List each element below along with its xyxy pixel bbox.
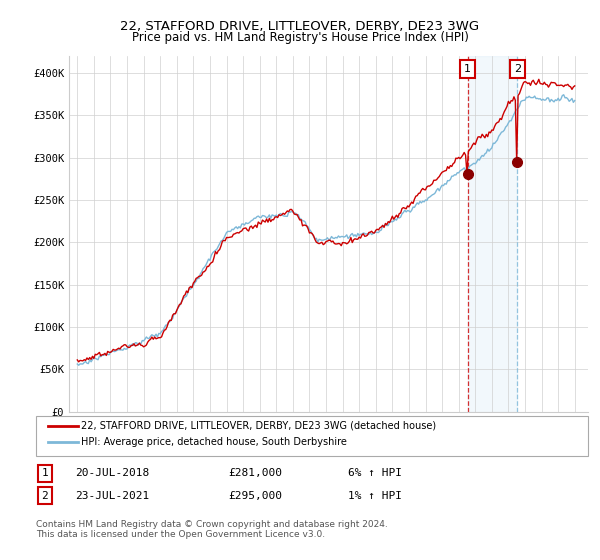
Text: 22, STAFFORD DRIVE, LITTLEOVER, DERBY, DE23 3WG (detached house): 22, STAFFORD DRIVE, LITTLEOVER, DERBY, D… bbox=[81, 421, 436, 431]
Text: 23-JUL-2021: 23-JUL-2021 bbox=[75, 491, 149, 501]
Text: 20-JUL-2018: 20-JUL-2018 bbox=[75, 468, 149, 478]
Text: Contains HM Land Registry data © Crown copyright and database right 2024.
This d: Contains HM Land Registry data © Crown c… bbox=[36, 520, 388, 539]
Text: 1: 1 bbox=[464, 64, 471, 74]
Text: 6% ↑ HPI: 6% ↑ HPI bbox=[348, 468, 402, 478]
Text: £295,000: £295,000 bbox=[228, 491, 282, 501]
Text: £281,000: £281,000 bbox=[228, 468, 282, 478]
Bar bbox=[467, 56, 517, 412]
Text: 22, STAFFORD DRIVE, LITTLEOVER, DERBY, DE23 3WG: 22, STAFFORD DRIVE, LITTLEOVER, DERBY, D… bbox=[121, 20, 479, 32]
Text: 1% ↑ HPI: 1% ↑ HPI bbox=[348, 491, 402, 501]
Text: 2: 2 bbox=[514, 64, 521, 74]
Text: Price paid vs. HM Land Registry's House Price Index (HPI): Price paid vs. HM Land Registry's House … bbox=[131, 31, 469, 44]
Text: 2: 2 bbox=[41, 491, 49, 501]
Text: 1: 1 bbox=[41, 468, 49, 478]
Text: HPI: Average price, detached house, South Derbyshire: HPI: Average price, detached house, Sout… bbox=[81, 437, 347, 447]
